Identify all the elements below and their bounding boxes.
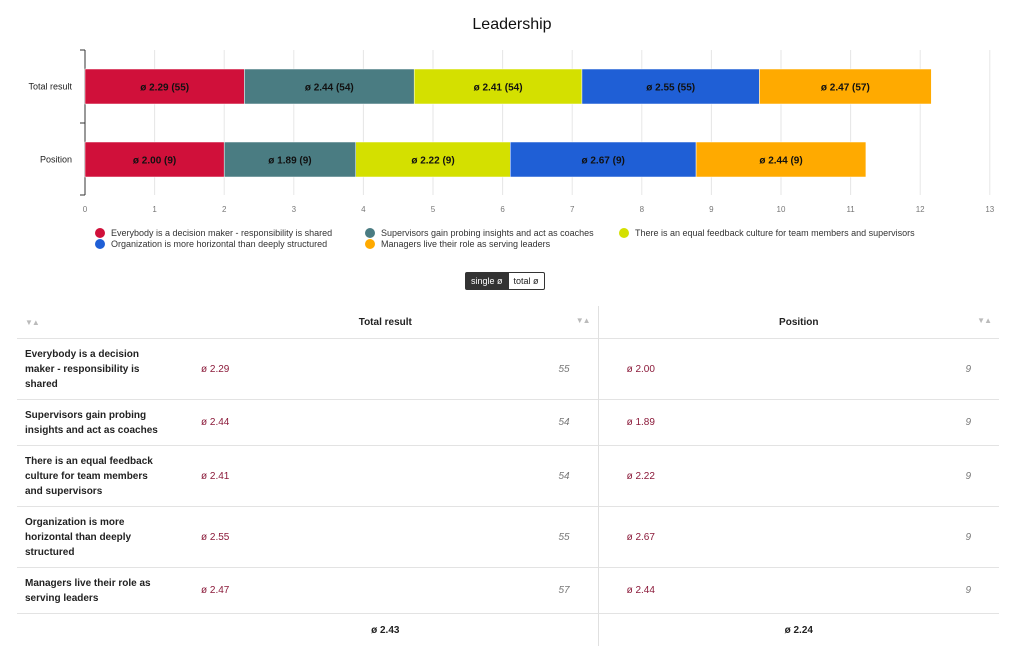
x-tick-label: 7 [570, 205, 575, 214]
total-mean: ø 2.47 [173, 568, 422, 614]
x-tick-label: 4 [361, 205, 366, 214]
position-mean: ø 2.67 [598, 507, 849, 568]
bar-data-label: ø 2.44 (9) [759, 156, 802, 167]
legend-marker [619, 228, 629, 238]
legend-entry: Organization is more horizontal than dee… [111, 239, 327, 249]
position-mean: ø 2.44 [598, 568, 849, 614]
category-label: Position [40, 155, 72, 165]
x-tick-label: 13 [985, 205, 994, 214]
legend-entry: Supervisors gain probing insights and ac… [381, 228, 594, 238]
x-tick-label: 2 [222, 205, 227, 214]
total-average-toggle[interactable]: total ø [509, 272, 545, 290]
category-label: Total result [28, 82, 72, 92]
average-toggle[interactable]: single ø total ø [465, 272, 545, 290]
sort-icon[interactable]: ▼▲ [25, 318, 39, 327]
x-tick-label: 3 [292, 205, 297, 214]
total-mean: ø 2.41 [173, 446, 422, 507]
bar-data-label: ø 2.44 (54) [305, 83, 354, 94]
x-tick-label: 1 [152, 205, 157, 214]
column-header-total: Total result ▼▲ [173, 306, 598, 339]
x-tick-label: 5 [431, 205, 436, 214]
position-count: 9 [849, 339, 999, 400]
position-mean: ø 2.22 [598, 446, 849, 507]
legend-marker [95, 239, 105, 249]
chart-title: Leadership [472, 16, 551, 33]
position-count: 9 [849, 400, 999, 446]
row-label: Supervisors gain probing insights and ac… [17, 400, 173, 446]
total-count: 55 [422, 507, 598, 568]
sort-icon[interactable]: ▼▲ [576, 316, 590, 325]
total-count: 54 [422, 400, 598, 446]
footer-total-average: ø 2.43 [173, 614, 598, 646]
single-average-toggle[interactable]: single ø [465, 272, 509, 290]
bar-data-label: ø 2.29 (55) [140, 83, 189, 94]
position-mean: ø 1.89 [598, 400, 849, 446]
bar-data-label: ø 2.55 (55) [646, 83, 695, 94]
total-count: 55 [422, 339, 598, 400]
bar-data-label: ø 2.67 (9) [581, 156, 624, 167]
table-row: Managers live their role as serving lead… [17, 568, 999, 614]
footer-position-average: ø 2.24 [598, 614, 999, 646]
row-label: Managers live their role as serving lead… [17, 568, 173, 614]
total-count: 54 [422, 446, 598, 507]
x-tick-label: 0 [83, 205, 88, 214]
table-row: There is an equal feedback culture for t… [17, 446, 999, 507]
bar-data-label: ø 1.89 (9) [268, 156, 311, 167]
row-label: Everybody is a decision maker - responsi… [17, 339, 173, 400]
position-count: 9 [849, 507, 999, 568]
position-count: 9 [849, 568, 999, 614]
legend-entry: Everybody is a decision maker - responsi… [111, 228, 332, 238]
table-row: Supervisors gain probing insights and ac… [17, 400, 999, 446]
table-row: Organization is more horizontal than dee… [17, 507, 999, 568]
total-mean: ø 2.44 [173, 400, 422, 446]
position-mean: ø 2.00 [598, 339, 849, 400]
legend-marker [365, 228, 375, 238]
x-tick-label: 11 [846, 205, 855, 214]
total-count: 57 [422, 568, 598, 614]
x-tick-label: 8 [640, 205, 645, 214]
x-tick-label: 12 [916, 205, 925, 214]
sort-icon[interactable]: ▼▲ [977, 316, 991, 325]
total-mean: ø 2.29 [173, 339, 422, 400]
column-header-position: Position ▼▲ [598, 306, 999, 339]
bar-data-label: ø 2.00 (9) [133, 156, 176, 167]
position-count: 9 [849, 446, 999, 507]
x-tick-label: 6 [500, 205, 505, 214]
x-tick-label: 9 [709, 205, 714, 214]
legend-marker [365, 239, 375, 249]
row-label: There is an equal feedback culture for t… [17, 446, 173, 507]
total-mean: ø 2.55 [173, 507, 422, 568]
legend-marker [95, 228, 105, 238]
bar-data-label: ø 2.22 (9) [411, 156, 454, 167]
table-row: Everybody is a decision maker - responsi… [17, 339, 999, 400]
results-table: ▼▲ Total result ▼▲ Position ▼▲ Everybody… [17, 306, 999, 646]
legend-entry: Managers live their role as serving lead… [381, 239, 551, 249]
bar-data-label: ø 2.41 (54) [474, 83, 523, 94]
bar-data-label: ø 2.47 (57) [821, 83, 870, 94]
row-label: Organization is more horizontal than dee… [17, 507, 173, 568]
x-tick-label: 10 [777, 205, 786, 214]
legend-entry: There is an equal feedback culture for t… [635, 228, 915, 238]
